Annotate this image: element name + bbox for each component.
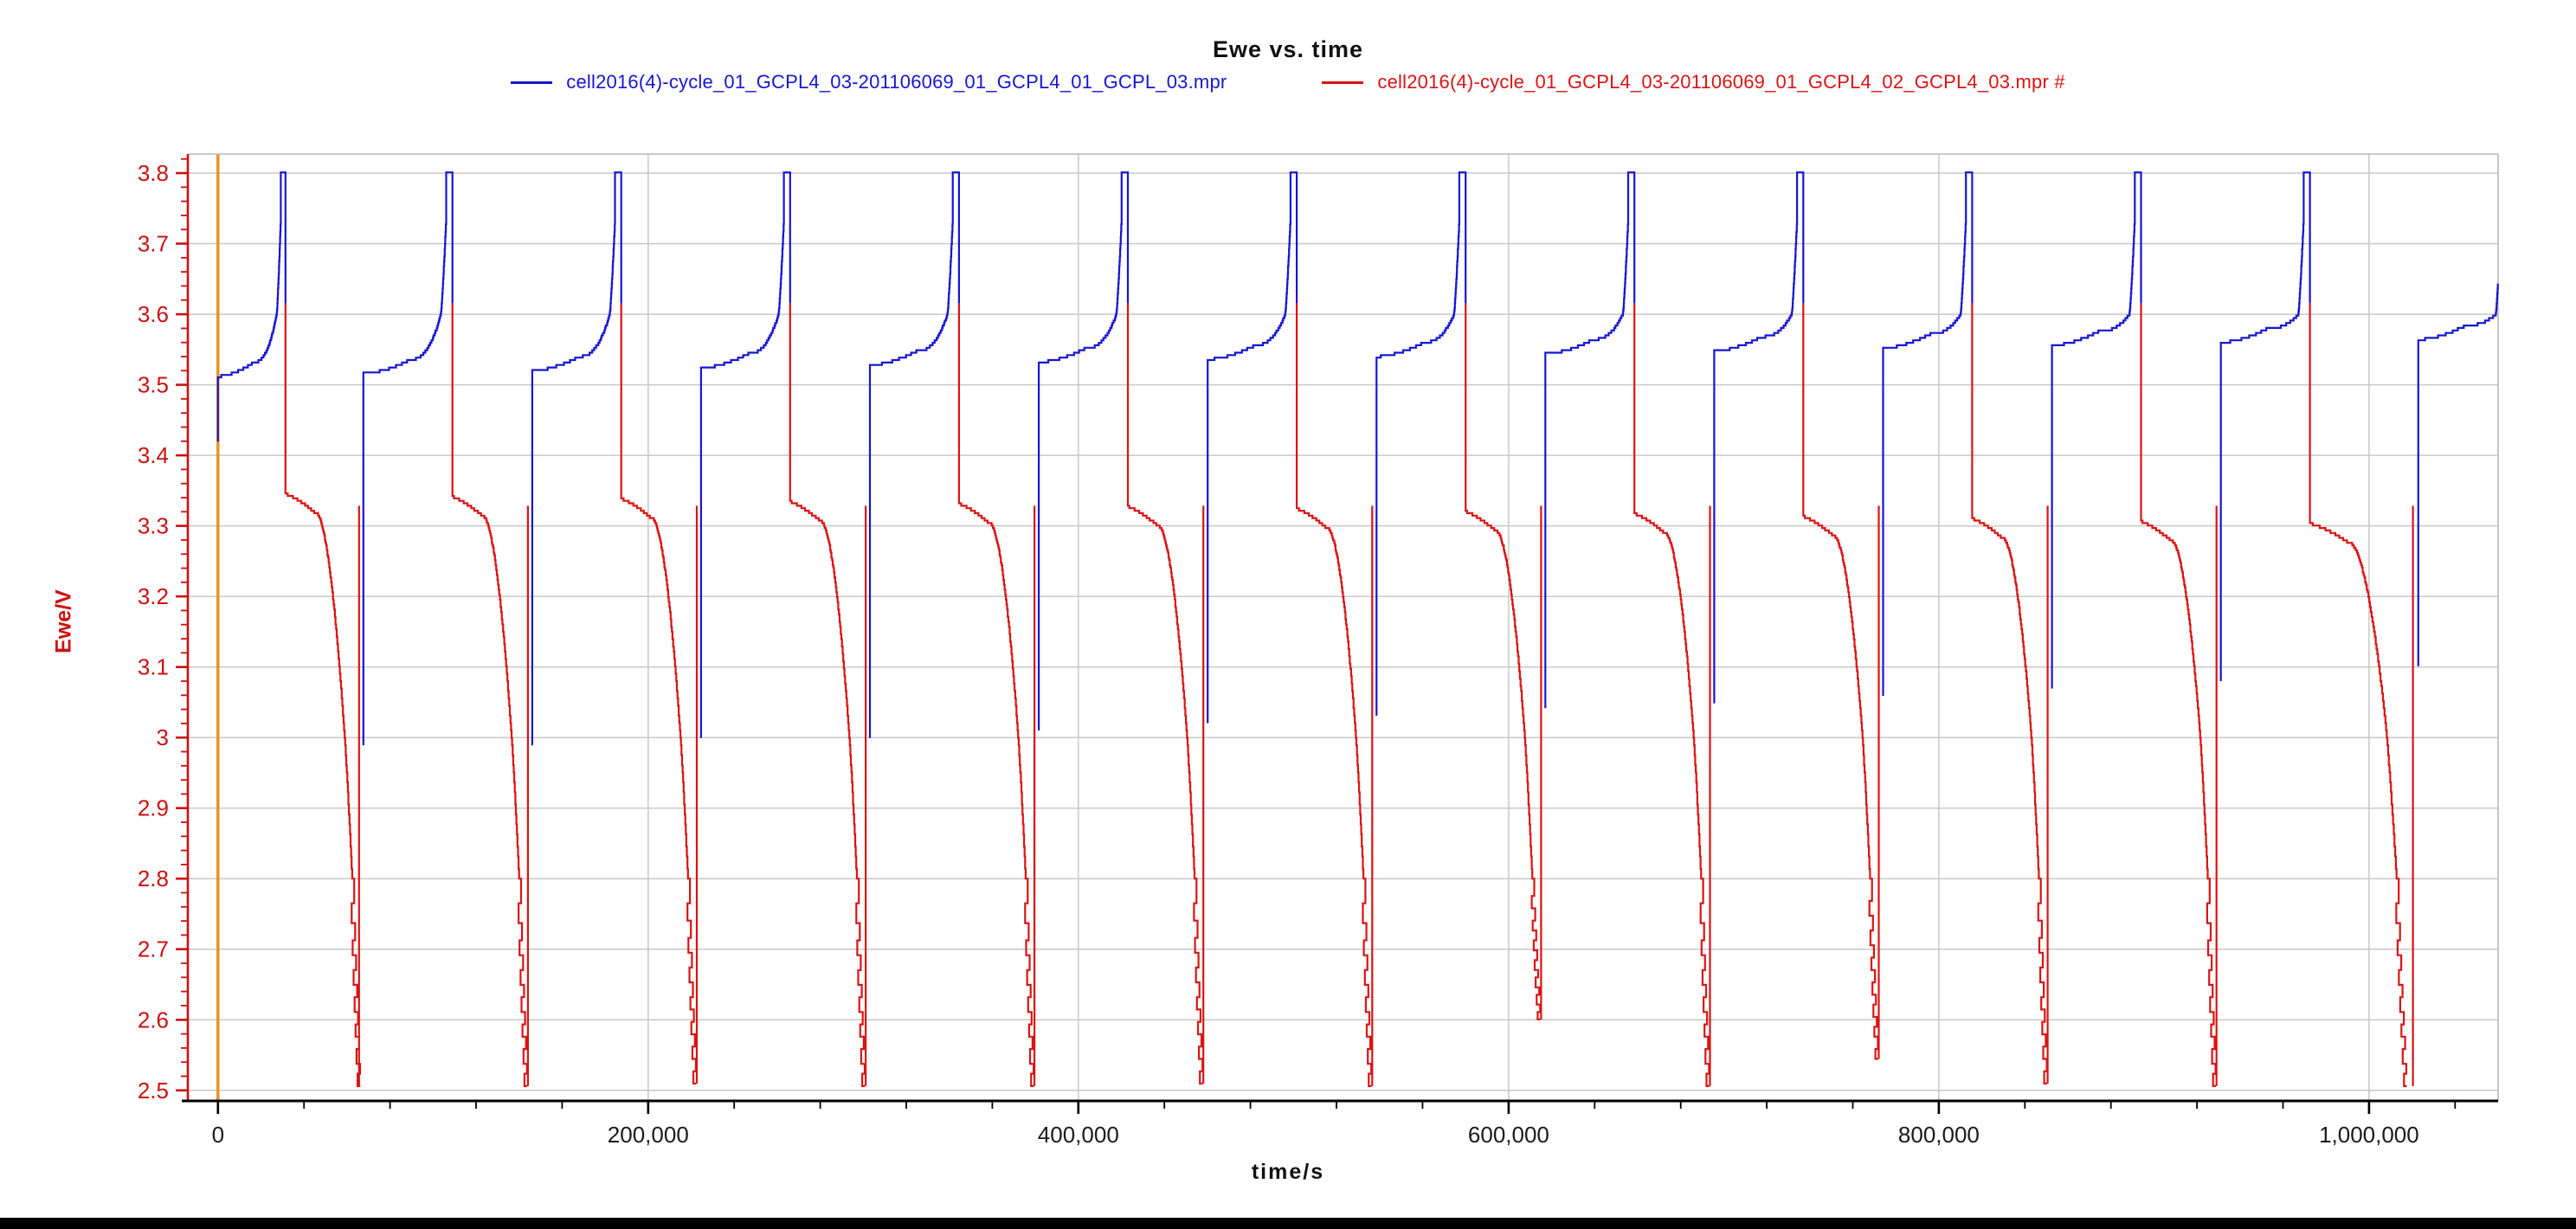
x-tick-label: 600,000 — [1468, 1122, 1549, 1148]
y-tick-label: 3.5 — [138, 372, 169, 398]
y-tick-label: 3.3 — [138, 513, 169, 539]
y-tick-label: 2.7 — [138, 936, 169, 962]
y-tick-label: 3 — [157, 724, 169, 750]
y-tick-label: 3.6 — [138, 301, 169, 327]
plot-area[interactable] — [188, 154, 2498, 1101]
y-tick-label: 2.6 — [138, 1007, 169, 1033]
y-tick-label: 2.5 — [138, 1078, 169, 1104]
y-tick-label: 2.8 — [138, 865, 169, 891]
x-tick-label: 0 — [212, 1122, 224, 1148]
x-tick-label: 200,000 — [608, 1122, 689, 1148]
x-axis-title: time/s — [1251, 1160, 1325, 1184]
blue-series-label: cell2016(4)-cycle_01_GCPL4_03-201106069_… — [566, 71, 1227, 93]
red-series-line-marker — [1322, 80, 1364, 84]
blue-series-curve — [216, 171, 2499, 746]
chart-title: Ewe vs. time — [1212, 36, 1364, 62]
y-tick-label: 2.9 — [138, 795, 169, 821]
y-tick-label: 3.2 — [138, 583, 169, 609]
legend-item-red-series: cell2016(4)-cycle_01_GCPL4_03-201106069_… — [1322, 71, 2065, 93]
y-tick-label: 3.7 — [138, 231, 169, 257]
red-series-label: cell2016(4)-cycle_01_GCPL4_03-201106069_… — [1377, 71, 2065, 93]
blue-series-line-marker — [511, 80, 553, 84]
bottom-bar — [0, 1218, 2576, 1229]
red-series-curve — [284, 303, 2414, 1087]
x-tick-label: 400,000 — [1038, 1122, 1119, 1148]
y-tick-label: 3.8 — [138, 160, 169, 186]
x-tick-label: 800,000 — [1898, 1122, 1980, 1148]
legend: cell2016(4)-cycle_01_GCPL4_03-201106069_… — [0, 71, 2576, 93]
y-tick-label: 3.4 — [138, 442, 169, 468]
x-tick-label: 1,000,000 — [2319, 1122, 2419, 1148]
y-tick-label: 3.1 — [138, 654, 169, 680]
legend-item-blue-series: cell2016(4)-cycle_01_GCPL4_03-201106069_… — [511, 71, 1227, 93]
